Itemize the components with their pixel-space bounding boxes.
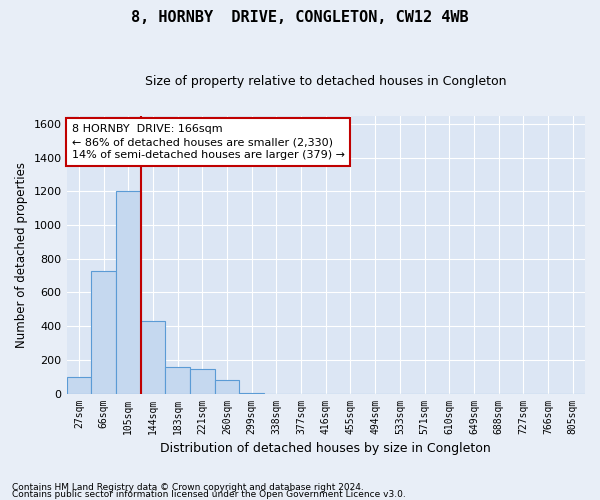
Text: Contains public sector information licensed under the Open Government Licence v3: Contains public sector information licen… [12, 490, 406, 499]
Text: 8, HORNBY  DRIVE, CONGLETON, CW12 4WB: 8, HORNBY DRIVE, CONGLETON, CW12 4WB [131, 10, 469, 25]
Bar [91, 270, 116, 394]
Text: Contains HM Land Registry data © Crown copyright and database right 2024.: Contains HM Land Registry data © Crown c… [12, 484, 364, 492]
Bar [239, 392, 264, 394]
X-axis label: Distribution of detached houses by size in Congleton: Distribution of detached houses by size … [160, 442, 491, 455]
Bar [140, 321, 165, 394]
Text: 8 HORNBY  DRIVE: 166sqm
← 86% of detached houses are smaller (2,330)
14% of semi: 8 HORNBY DRIVE: 166sqm ← 86% of detached… [72, 124, 345, 160]
Bar [165, 366, 190, 394]
Bar [67, 376, 91, 394]
Bar [215, 380, 239, 394]
Title: Size of property relative to detached houses in Congleton: Size of property relative to detached ho… [145, 75, 506, 88]
Bar [190, 369, 215, 394]
Y-axis label: Number of detached properties: Number of detached properties [15, 162, 28, 348]
Bar [116, 192, 140, 394]
